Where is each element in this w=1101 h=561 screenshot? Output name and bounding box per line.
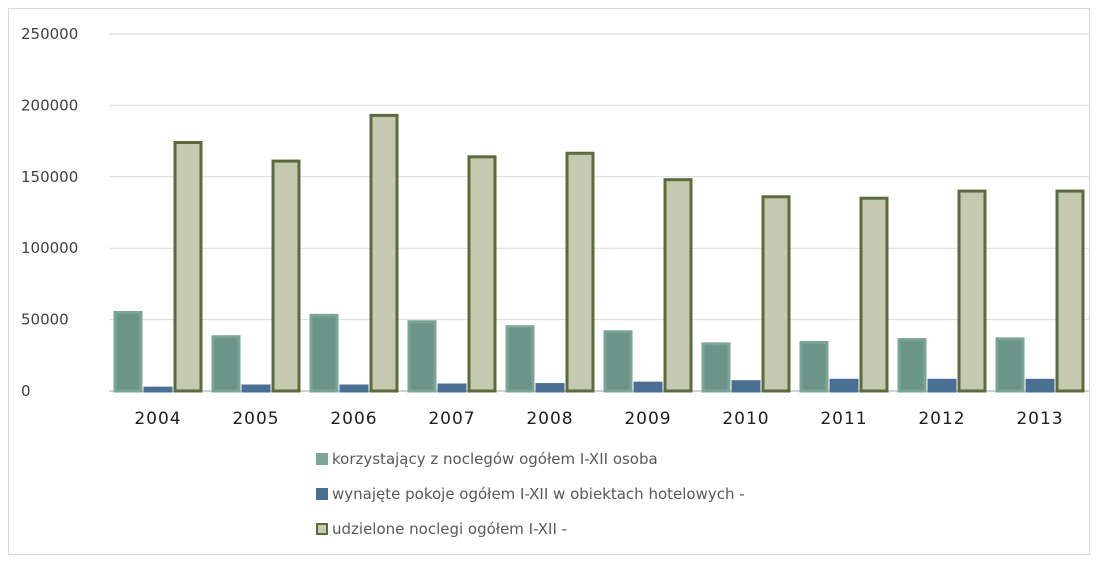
chart-frame: 0 50000 100000 150000 200000 250000 2004 2005 2… xyxy=(8,8,1090,555)
y-tick-label: 250000 xyxy=(21,25,78,43)
legend-label: korzystający z noclegów ogółem I-XII oso… xyxy=(332,450,658,468)
bar-series-2-2011 xyxy=(829,378,859,393)
bar-series-3-2012 xyxy=(957,189,987,393)
x-tick-label: 2010 xyxy=(722,409,769,429)
bar-series-2-2012 xyxy=(927,378,957,393)
x-axis-ticks: 2004 2005 2006 2007 2008 2009 2010 2011 2012 2013 xyxy=(134,409,1063,429)
bar-series-1-2013 xyxy=(995,337,1025,393)
bar-series-2-2013 xyxy=(1025,378,1055,393)
bar-series-3-2004 xyxy=(173,141,203,393)
bar-series-3-2009 xyxy=(663,178,693,393)
bar-series-3-2005 xyxy=(271,159,301,393)
x-tick-label: 2004 xyxy=(134,409,181,429)
x-tick-label: 2009 xyxy=(624,409,671,429)
y-tick-label: 150000 xyxy=(21,168,78,186)
bar-series-2-2008 xyxy=(535,383,565,393)
legend-label: udzielone noclegi ogółem I-XII - xyxy=(332,520,567,538)
x-tick-label: 2008 xyxy=(526,409,573,429)
bar-series-3-2007 xyxy=(467,155,497,393)
x-tick-label: 2011 xyxy=(820,409,867,429)
legend: korzystający z noclegów ogółem I-XII oso… xyxy=(316,450,745,538)
y-tick-label: 200000 xyxy=(21,96,78,114)
x-tick-label: 2006 xyxy=(330,409,377,429)
legend-item: udzielone noclegi ogółem I-XII - xyxy=(316,520,567,538)
y-axis-ticks: 0 50000 100000 150000 200000 250000 xyxy=(21,25,78,400)
legend-swatch xyxy=(316,523,328,535)
legend-swatch xyxy=(316,453,328,465)
bar-series-1-2009 xyxy=(603,330,633,393)
bar-series-3-2010 xyxy=(761,195,791,393)
gridlines xyxy=(109,33,1089,392)
y-tick-label: 0 xyxy=(21,382,31,400)
bar-series-2-2004 xyxy=(143,386,173,393)
bar-series-1-2008 xyxy=(505,325,535,393)
bar-series-3-2013 xyxy=(1055,189,1085,393)
y-tick-label: 100000 xyxy=(21,239,78,257)
bar-series-3-2008 xyxy=(565,151,595,393)
bar-series-1-2006 xyxy=(309,313,339,393)
legend-label: wynajęte pokoje ogółem I-XII w obiektach… xyxy=(332,485,745,503)
bar-series-1-2004 xyxy=(113,310,143,393)
bar-series-1-2005 xyxy=(211,335,241,393)
bars xyxy=(113,113,1085,393)
x-tick-label: 2005 xyxy=(232,409,279,429)
bar-series-2-2007 xyxy=(437,383,467,393)
bar-series-2-2006 xyxy=(339,384,369,393)
legend-item: wynajęte pokoje ogółem I-XII w obiektach… xyxy=(316,485,745,503)
bar-series-2-2005 xyxy=(241,384,271,393)
x-tick-label: 2013 xyxy=(1016,409,1063,429)
bar-series-3-2011 xyxy=(859,196,889,393)
legend-item: korzystający z noclegów ogółem I-XII oso… xyxy=(316,450,658,468)
bar-series-1-2007 xyxy=(407,320,437,393)
x-tick-label: 2007 xyxy=(428,409,475,429)
bar-series-1-2010 xyxy=(701,342,731,393)
bar-series-1-2011 xyxy=(799,340,829,393)
bar-series-1-2012 xyxy=(897,338,927,393)
legend-swatch xyxy=(316,488,328,500)
bar-series-2-2009 xyxy=(633,381,663,393)
bar-series-2-2010 xyxy=(731,380,761,393)
x-tick-label: 2012 xyxy=(918,409,965,429)
bar-series-3-2006 xyxy=(369,113,399,393)
y-tick-label: 50000 xyxy=(21,311,69,329)
